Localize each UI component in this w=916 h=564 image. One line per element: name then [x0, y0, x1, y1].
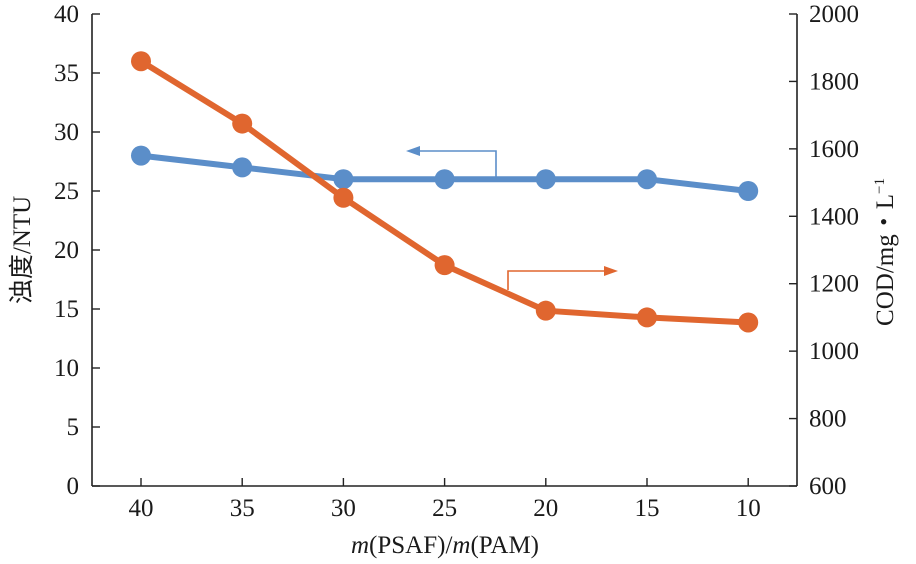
right-axis-title-sup: −1 [872, 178, 888, 194]
left-tick-label: 5 [67, 414, 80, 441]
data-point-turbidity [333, 169, 354, 190]
right-axis-title-main: COD/mg・L [872, 194, 899, 326]
right-tick-label: 600 [809, 473, 847, 500]
x-axis-title: m(PSAF)/m(PAM) [351, 532, 539, 559]
x-tick-label: 30 [331, 495, 356, 522]
data-point-cod [738, 312, 759, 333]
left-tick-label: 10 [54, 355, 79, 382]
x-tick-label: 15 [635, 495, 660, 522]
x-tick-label: 35 [230, 495, 255, 522]
data-point-cod [434, 255, 455, 276]
left-axis-title: 浊度/NTU [8, 196, 36, 304]
right-tick-label: 800 [809, 406, 847, 433]
left-tick-label: 20 [54, 237, 79, 264]
right-tick-label: 2000 [809, 1, 859, 28]
right-arrow-head [604, 266, 618, 276]
data-point-turbidity [738, 181, 759, 201]
data-point-turbidity [131, 145, 151, 166]
annotations [406, 146, 618, 290]
x-tick-label: 40 [129, 495, 154, 522]
data-point-turbidity [232, 157, 253, 178]
left-axis-ticks: 0 5 10 15 20 25 30 35 40 [54, 1, 100, 500]
right-tick-label: 1600 [809, 136, 859, 163]
left-tick-label: 25 [54, 178, 79, 205]
left-tick-label: 15 [54, 296, 79, 323]
x-axis-ticks: 40 35 30 25 20 15 10 [129, 478, 761, 522]
left-arrow-line [418, 150, 497, 178]
right-tick-label: 1200 [809, 271, 859, 298]
left-tick-label: 40 [54, 1, 79, 28]
series [131, 51, 759, 333]
data-point-cod [333, 187, 354, 208]
data-point-cod [131, 51, 151, 72]
left-tick-label: 30 [54, 119, 79, 146]
series-line-cod [139, 58, 749, 326]
x-tick-label: 10 [736, 495, 761, 522]
right-tick-label: 1000 [809, 338, 859, 365]
data-point-turbidity [434, 169, 455, 190]
right-arrow-line [507, 270, 606, 290]
left-tick-label: 35 [54, 60, 79, 87]
right-axis-ticks: 600 800 1000 1200 1400 1600 1800 2000 [789, 1, 859, 500]
x-tick-label: 25 [432, 495, 457, 522]
right-tick-label: 1800 [809, 68, 859, 95]
data-point-cod [535, 300, 556, 321]
data-point-turbidity [637, 169, 657, 190]
axes [91, 14, 798, 487]
data-point-turbidity [535, 169, 556, 190]
right-tick-label: 1400 [809, 203, 859, 230]
right-axis-title: COD/mg・L−1 [872, 178, 899, 326]
data-point-cod [637, 307, 657, 328]
x-tick-label: 20 [533, 495, 558, 522]
data-point-cod [232, 113, 253, 134]
left-arrow-head [406, 146, 420, 156]
left-tick-label: 0 [67, 473, 80, 500]
